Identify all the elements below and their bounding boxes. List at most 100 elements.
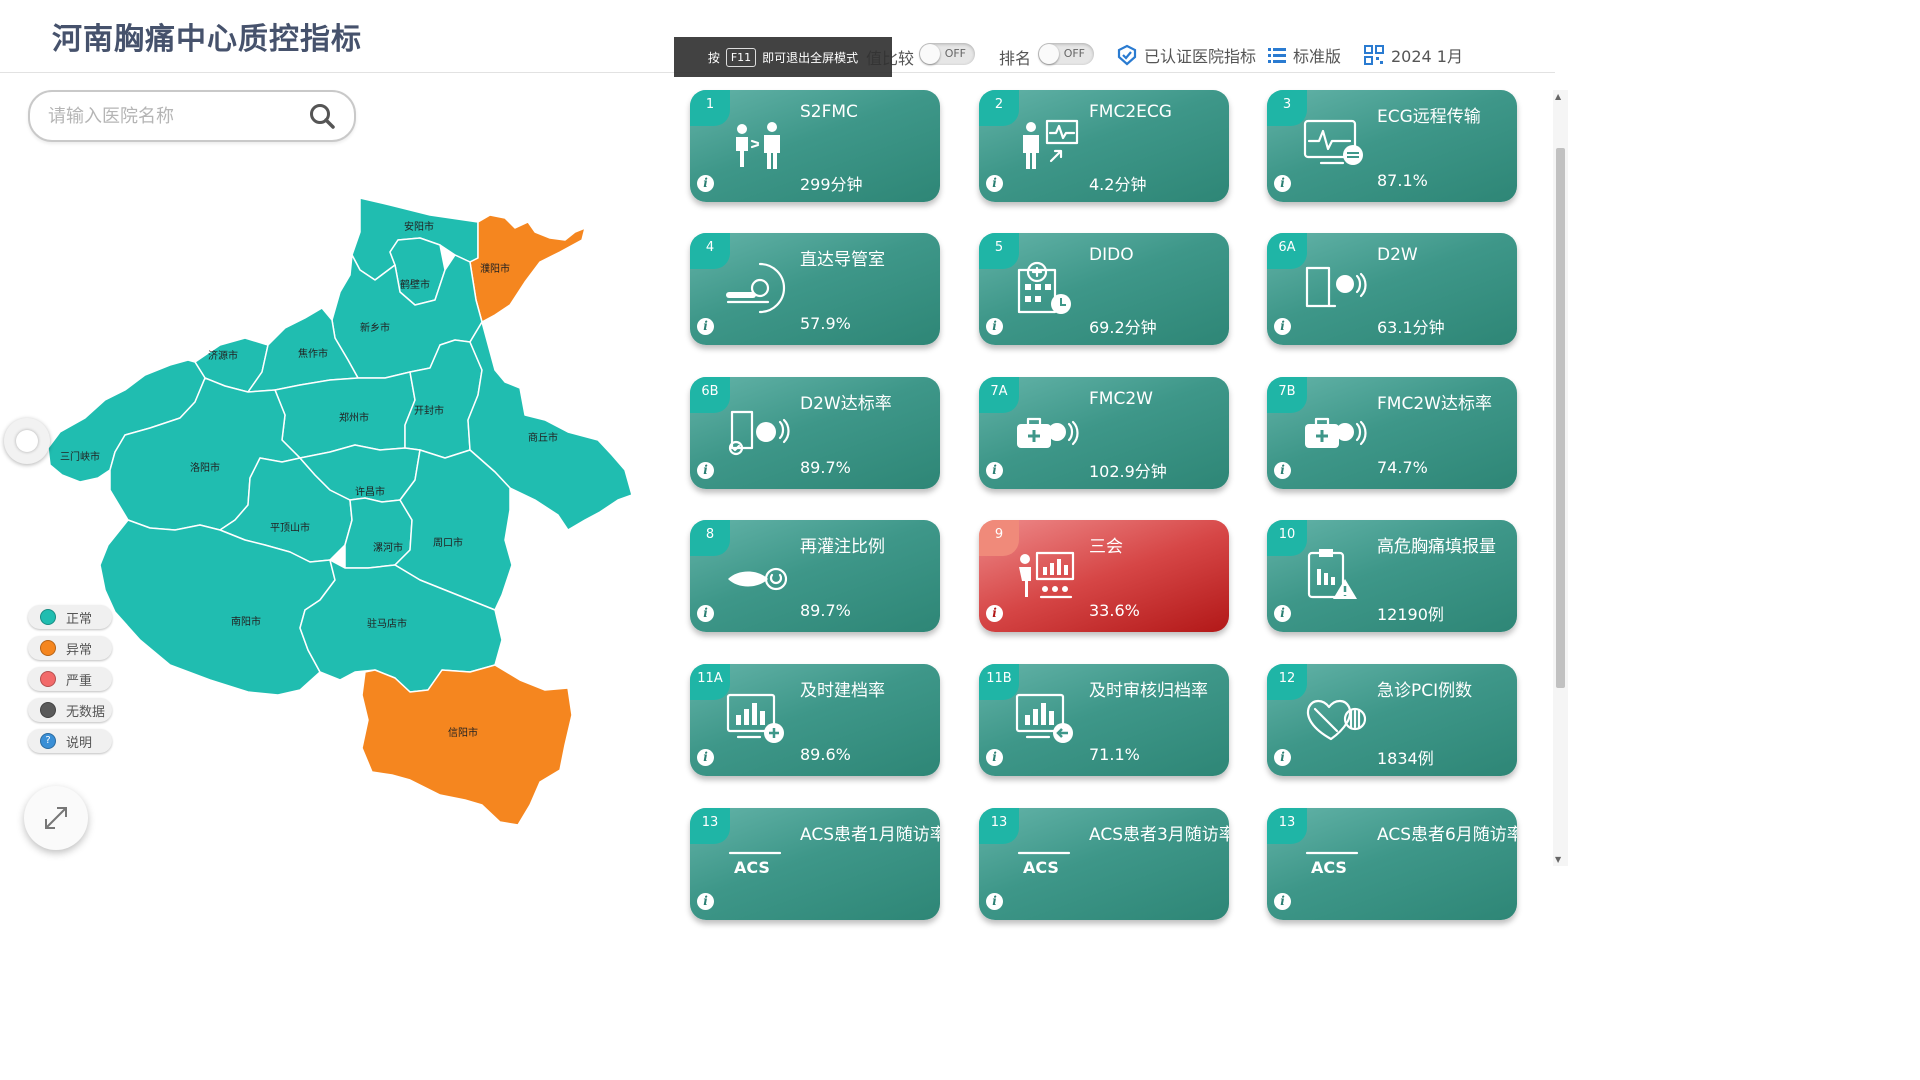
indicator-card[interactable]: 6A D2W 63.1分钟 i bbox=[1267, 233, 1517, 345]
indicator-card[interactable]: 11B 及时审核归档率 71.1% i bbox=[979, 664, 1229, 776]
info-icon[interactable]: i bbox=[1274, 893, 1291, 910]
info-icon[interactable]: i bbox=[986, 462, 1003, 479]
card-value: 57.9% bbox=[800, 314, 851, 333]
info-icon[interactable]: i bbox=[986, 749, 1003, 766]
info-icon[interactable]: i bbox=[697, 175, 714, 192]
indicator-card[interactable]: 6B D2W达标率 89.7% i bbox=[690, 377, 940, 489]
legend-color-dot bbox=[40, 671, 56, 687]
info-icon[interactable]: i bbox=[697, 605, 714, 622]
door-check-icon bbox=[724, 399, 794, 465]
indicator-card[interactable]: 7A FMC2W 102.9分钟 i bbox=[979, 377, 1229, 489]
card-value: 102.9分钟 bbox=[1089, 462, 1167, 481]
info-icon[interactable]: i bbox=[986, 175, 1003, 192]
card-value: 12190例 bbox=[1377, 605, 1444, 624]
ranking-toggle[interactable]: OFF bbox=[1038, 43, 1094, 65]
medkit-check-icon bbox=[1301, 399, 1371, 465]
city-region[interactable] bbox=[361, 664, 573, 826]
legend-item[interactable]: 无数据 bbox=[28, 698, 112, 722]
indicator-card[interactable]: 5 DIDO 69.2分钟 i bbox=[979, 233, 1229, 345]
certified-badge-icon bbox=[1117, 44, 1137, 66]
date-picker-button[interactable]: 2024 1月 bbox=[1363, 43, 1463, 67]
indicator-card[interactable]: 12 急诊PCI例数 1834例 i bbox=[1267, 664, 1517, 776]
card-title: ECG远程传输 bbox=[1377, 107, 1481, 127]
info-icon[interactable]: i bbox=[1274, 462, 1291, 479]
card-title: D2W达标率 bbox=[800, 394, 892, 414]
card-title: FMC2W bbox=[1089, 389, 1153, 409]
toggle-knob bbox=[1039, 44, 1059, 64]
expand-button[interactable] bbox=[24, 786, 88, 850]
info-icon[interactable]: i bbox=[1274, 605, 1291, 622]
legend-label: 正常 bbox=[66, 611, 93, 627]
card-number: 6B bbox=[690, 377, 730, 413]
hospital-search bbox=[28, 90, 356, 142]
indicator-card[interactable]: 7B FMC2W达标率 74.7% i bbox=[1267, 377, 1517, 489]
indicator-card[interactable]: 9 三会 33.6% i bbox=[979, 520, 1229, 632]
indicator-card[interactable]: 13 ACS ACS患者6月随访率 i bbox=[1267, 808, 1517, 920]
card-number: 9 bbox=[979, 520, 1019, 556]
indicator-card[interactable]: 11A 及时建档率 89.6% i bbox=[690, 664, 940, 776]
card-number: 1 bbox=[690, 90, 730, 126]
legend-item[interactable]: ? 说明 bbox=[28, 729, 112, 753]
info-icon[interactable]: i bbox=[986, 605, 1003, 622]
chart-add-icon bbox=[724, 686, 794, 752]
card-number: 7B bbox=[1267, 377, 1307, 413]
info-icon[interactable]: i bbox=[986, 318, 1003, 335]
indicator-card[interactable]: 3 ECG远程传输 87.1% i bbox=[1267, 90, 1517, 202]
value-compare-toggle[interactable]: OFF bbox=[919, 43, 975, 65]
standard-version-button[interactable]: 标准版 bbox=[1267, 43, 1341, 67]
acs-icon: ACS bbox=[1013, 830, 1083, 896]
card-value: 89.7% bbox=[800, 458, 851, 477]
medkit-wire-icon bbox=[1013, 399, 1083, 465]
indicator-card[interactable]: 10 高危胸痛填报量 12190例 i bbox=[1267, 520, 1517, 632]
toggle-state: OFF bbox=[1063, 47, 1085, 60]
card-value: 1834例 bbox=[1377, 749, 1434, 768]
info-icon[interactable]: i bbox=[697, 749, 714, 766]
info-icon[interactable]: i bbox=[1274, 318, 1291, 335]
fullscreen-notice-text: 即可退出全屏模式 bbox=[762, 50, 859, 65]
search-input[interactable] bbox=[46, 102, 300, 130]
toggle-state: OFF bbox=[944, 47, 966, 60]
info-icon[interactable]: i bbox=[697, 462, 714, 479]
indicator-card[interactable]: 13 ACS ACS患者1月随访率 i bbox=[690, 808, 940, 920]
standard-label: 标准版 bbox=[1293, 47, 1342, 66]
card-number: 4 bbox=[690, 233, 730, 269]
indicator-card[interactable]: 2 FMC2ECG 4.2分钟 i bbox=[979, 90, 1229, 202]
fullscreen-notice: 按 F11 即可退出全屏模式 bbox=[674, 37, 892, 77]
expand-icon bbox=[45, 807, 67, 829]
certified-hospitals-button[interactable]: 已认证医院指标 bbox=[1116, 43, 1256, 67]
card-number: 11A bbox=[690, 664, 730, 700]
card-number: 10 bbox=[1267, 520, 1307, 556]
card-title: DIDO bbox=[1089, 245, 1134, 265]
city-label: 漯河市 bbox=[373, 541, 403, 554]
indicator-card[interactable]: 13 ACS ACS患者3月随访率 i bbox=[979, 808, 1229, 920]
indicator-card[interactable]: 4 直达导管室 57.9% i bbox=[690, 233, 940, 345]
info-icon[interactable]: i bbox=[1274, 749, 1291, 766]
card-number: 13 bbox=[690, 808, 730, 844]
card-title: 高危胸痛填报量 bbox=[1377, 537, 1496, 557]
city-label: 济源市 bbox=[208, 349, 238, 362]
card-number: 5 bbox=[979, 233, 1019, 269]
map-zoom-handle[interactable] bbox=[4, 418, 50, 464]
legend-item[interactable]: 异常 bbox=[28, 636, 112, 660]
card-title: 三会 bbox=[1089, 537, 1123, 557]
scroll-down-arrow[interactable]: ▼ bbox=[1555, 855, 1562, 864]
scrollbar-thumb[interactable] bbox=[1556, 148, 1565, 688]
legend-item[interactable]: 正常 bbox=[28, 605, 112, 629]
info-icon[interactable]: i bbox=[986, 893, 1003, 910]
legend-item[interactable]: 严重 bbox=[28, 667, 112, 691]
city-label: 濮阳市 bbox=[480, 262, 510, 275]
search-icon[interactable] bbox=[308, 102, 336, 130]
acs-icon: ACS bbox=[1301, 830, 1371, 896]
info-icon[interactable]: i bbox=[1274, 175, 1291, 192]
card-title: ACS患者1月随访率 bbox=[800, 825, 940, 845]
scroll-up-arrow[interactable]: ▲ bbox=[1555, 92, 1562, 101]
info-icon[interactable]: i bbox=[697, 893, 714, 910]
indicator-card[interactable]: 1 S2FMC 299分钟 i bbox=[690, 90, 940, 202]
card-value: 33.6% bbox=[1089, 601, 1140, 620]
page-title: 河南胸痛中心质控指标 bbox=[52, 22, 362, 57]
indicator-card[interactable]: 8 再灌注比例 89.7% i bbox=[690, 520, 940, 632]
help-icon: ? bbox=[40, 733, 56, 749]
city-label: 平顶山市 bbox=[270, 521, 310, 534]
city-label: 安阳市 bbox=[404, 220, 434, 233]
info-icon[interactable]: i bbox=[697, 318, 714, 335]
